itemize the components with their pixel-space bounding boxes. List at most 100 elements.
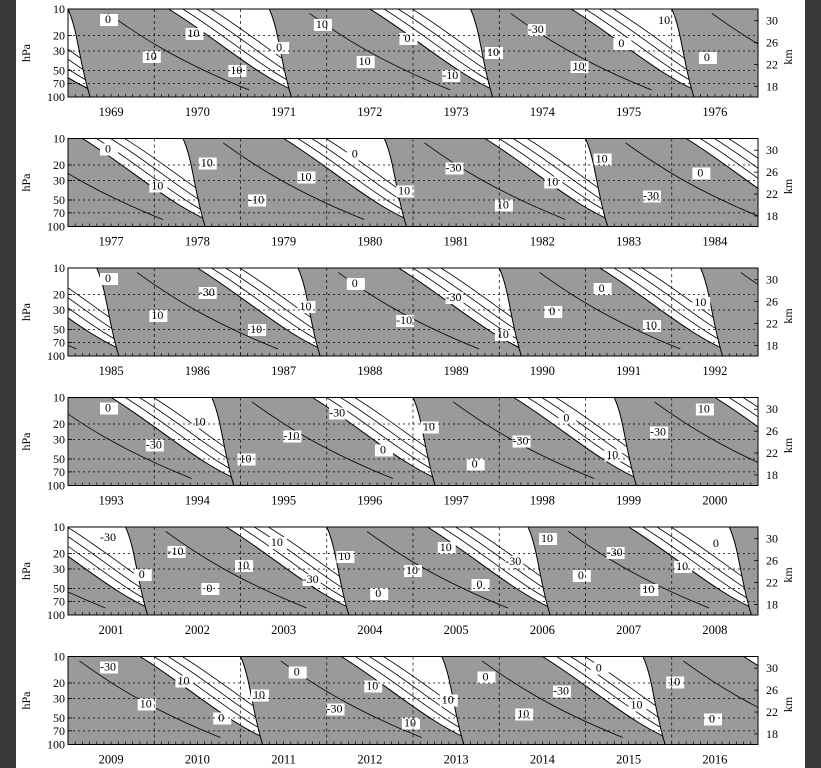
year-label: 1981	[444, 235, 469, 249]
year-label: 1977	[99, 235, 124, 249]
contour-label: 0	[294, 665, 300, 679]
panel-contours: -30 0 -10 0 10 10 -30 10 0 10 10 0 -30 10 0 -30 10 10 0	[68, 527, 758, 615]
panel-contours: 0 10 10 10 0 10 10 0 -10 10 -30 10 0 10 0	[68, 9, 805, 97]
contour-label-bg	[544, 176, 563, 189]
right-tick-label: 22	[766, 576, 778, 590]
westerly-region	[68, 656, 281, 745]
contour-label-bg	[133, 569, 152, 581]
year-label: 1979	[271, 235, 296, 249]
right-tick-label: 26	[766, 36, 778, 50]
contour-label: 10	[359, 54, 371, 68]
contour-label: 10	[299, 299, 311, 313]
contour-label: 0	[549, 304, 555, 318]
contour-label: 0	[482, 670, 488, 684]
contour-label-bg	[396, 185, 415, 198]
left-tick-label: 100	[47, 738, 65, 752]
contour-label: -10	[283, 429, 299, 443]
contour-label: -30	[446, 290, 462, 304]
contour-label-bg	[437, 542, 456, 554]
year-label: 2014	[530, 753, 556, 767]
contour-label: 10	[194, 415, 206, 429]
year-label: 1975	[616, 105, 641, 119]
contour-label: -30	[326, 702, 342, 716]
contour-line	[711, 13, 758, 45]
left-tick-label: 30	[53, 303, 65, 317]
right-tick-label: 22	[766, 705, 778, 719]
contour-line	[728, 397, 758, 418]
right-axis-title: km	[781, 437, 795, 453]
year-label: 2003	[271, 623, 296, 637]
contour-label: 0	[105, 12, 111, 26]
year-label: 2005	[444, 623, 469, 637]
contour-label: 0	[713, 536, 719, 550]
contour-label-bg	[268, 537, 287, 549]
year-label: 1995	[271, 494, 296, 508]
contour-label: 0	[596, 661, 602, 675]
left-axis-title: hPa	[19, 173, 33, 192]
contour-line	[656, 527, 758, 597]
contour-label: 10	[541, 531, 553, 545]
panel-4: 0-301010-10-300100-30010-301010203050701…	[19, 391, 795, 508]
contour-label: 10	[487, 45, 499, 59]
year-label: 1986	[185, 364, 210, 378]
panel-2: 01010-1010010-30101010-3001020305070100h…	[19, 132, 795, 249]
contour-label-bg	[329, 407, 348, 420]
contour-label-bg	[674, 561, 693, 573]
contour-label-bg	[544, 306, 563, 318]
contour-label: 10	[201, 156, 213, 170]
westerly-region	[469, 9, 713, 97]
left-tick-label: 100	[47, 608, 65, 622]
contour-line	[79, 660, 221, 738]
year-label: 2000	[702, 494, 727, 508]
contour-label: 10	[596, 152, 608, 166]
panel-3: 010-3010100-10-30100010101020305070100hP…	[19, 261, 795, 378]
contour-label: 10	[642, 582, 654, 596]
left-tick-label: 70	[53, 465, 65, 479]
right-tick-label: 26	[766, 165, 778, 179]
contour-label-bg	[692, 167, 711, 180]
qbo-figure: 0 10 10 10 0 10 10 0 -10 10 -30 10 0 10 0 10 20 30 50 70 100…	[16, 0, 805, 768]
contour-label: 10	[517, 707, 529, 721]
contour-label: 0	[477, 577, 483, 591]
contour-label-bg	[346, 148, 365, 161]
year-label: 2004	[357, 623, 383, 637]
contour-label: 10	[366, 679, 378, 693]
contour-label-bg	[137, 698, 156, 711]
left-tick-label: 10	[53, 520, 65, 534]
left-tick-label: 20	[53, 546, 65, 560]
contour-line	[366, 531, 509, 609]
left-tick-label: 50	[53, 193, 65, 207]
year-label: 1970	[185, 105, 210, 119]
contour-label: -30	[505, 554, 521, 568]
contour-label: -30	[146, 438, 162, 452]
left-tick-label: 50	[53, 64, 65, 78]
contour-label: 10	[404, 716, 416, 730]
contour-label: 0	[697, 166, 703, 180]
contour-label-bg	[552, 685, 571, 698]
year-label: 2010	[185, 753, 210, 767]
year-label: 2011	[271, 753, 296, 767]
contour-label-bg	[570, 61, 589, 73]
year-label: 1973	[444, 105, 469, 119]
contour-label: 0	[618, 36, 624, 50]
contour-label: 0	[105, 271, 111, 285]
contour-label-bg	[198, 287, 217, 299]
year-label: 2009	[99, 753, 124, 767]
contour-label-bg	[100, 402, 118, 415]
contour-label-bg	[707, 538, 726, 550]
right-tick-label: 22	[766, 317, 778, 331]
contour-label: 10	[658, 13, 670, 27]
contour-label-bg	[593, 153, 612, 166]
contour-label-bg	[505, 556, 524, 568]
year-label: 2007	[616, 623, 641, 637]
year-label: 1984	[702, 235, 728, 249]
year-label: 1988	[357, 364, 382, 378]
contour-label: 0	[352, 147, 358, 161]
westerly-region	[728, 527, 758, 615]
contour-label-bg	[302, 574, 321, 586]
contour-label: 0	[105, 142, 111, 156]
contour-line	[801, 9, 805, 97]
right-tick-label: 18	[766, 727, 778, 741]
right-tick-label: 30	[766, 661, 778, 675]
contour-label-bg	[512, 435, 531, 448]
